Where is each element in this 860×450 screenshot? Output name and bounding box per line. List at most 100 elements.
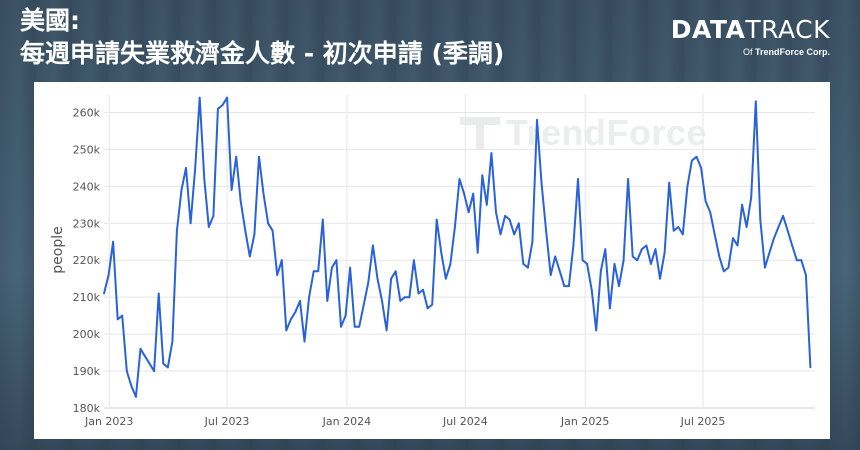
data-point xyxy=(221,104,224,106)
y-tick-label: 240k xyxy=(73,180,101,193)
data-point xyxy=(125,370,128,372)
logo-bold-text: DATA xyxy=(670,15,746,44)
data-point xyxy=(367,281,370,284)
data-point xyxy=(659,277,661,280)
line-chart: 180k 190k 200k 210k 220k 230k 240k 250k 260k Jan… xyxy=(50,94,815,428)
data-point xyxy=(226,96,229,99)
data-point xyxy=(572,244,575,247)
logo-light-text: TRACK xyxy=(745,15,830,44)
data-point xyxy=(271,229,274,232)
data-point xyxy=(135,396,137,398)
data-point xyxy=(403,296,406,299)
data-point xyxy=(176,229,178,232)
data-point xyxy=(554,255,557,258)
data-point xyxy=(727,266,730,269)
y-tick-label: 250k xyxy=(73,143,101,156)
data-point xyxy=(645,244,648,247)
data-point xyxy=(531,240,534,243)
datatrack-logo: DATATRACK Of TrendForce Corp. xyxy=(670,15,830,58)
data-point xyxy=(563,285,566,287)
data-point xyxy=(786,229,789,232)
data-point xyxy=(413,259,415,262)
data-point xyxy=(627,178,629,180)
data-point xyxy=(258,155,260,158)
data-point xyxy=(581,259,584,262)
data-point xyxy=(422,288,424,291)
data-point xyxy=(540,181,543,184)
data-point xyxy=(663,251,666,254)
data-point xyxy=(308,296,310,299)
x-tick-label: Jul 2023 xyxy=(204,415,250,428)
data-point xyxy=(472,192,475,195)
data-point xyxy=(736,244,739,247)
data-point xyxy=(485,203,488,206)
x-tick-label: Jul 2024 xyxy=(442,415,488,428)
x-tick-label: Jan 2023 xyxy=(84,415,133,428)
data-point xyxy=(103,292,105,295)
x-axis-ticks: Jan 2023 Jul 2023 Jan 2024 Jul 2024 Jan 2025… xyxy=(84,415,725,428)
data-point xyxy=(586,263,588,265)
data-point xyxy=(454,226,456,228)
data-point xyxy=(777,226,780,228)
data-point xyxy=(722,270,725,273)
data-point xyxy=(376,277,379,280)
data-point xyxy=(285,329,288,332)
data-point xyxy=(358,325,361,328)
data-point xyxy=(558,270,561,273)
data-points xyxy=(103,96,812,398)
x-tick-label: Jan 2025 xyxy=(560,415,609,428)
data-point xyxy=(207,226,210,228)
data-point xyxy=(385,329,388,332)
data-point xyxy=(166,366,169,369)
data-point xyxy=(130,384,133,387)
data-point xyxy=(189,222,192,225)
data-point xyxy=(162,362,165,365)
data-point xyxy=(198,96,201,99)
data-point xyxy=(709,211,712,214)
data-point xyxy=(340,325,342,328)
data-point xyxy=(650,263,652,265)
data-point xyxy=(157,292,160,295)
data-point xyxy=(362,303,365,306)
data-point xyxy=(609,307,611,310)
data-point xyxy=(745,226,748,228)
data-point xyxy=(276,274,279,276)
data-point xyxy=(217,107,219,110)
y-tick-label: 190k xyxy=(73,365,101,378)
data-point xyxy=(112,240,114,243)
data-point xyxy=(741,203,743,206)
data-point xyxy=(732,237,734,240)
data-point xyxy=(417,292,420,295)
y-tick-label: 210k xyxy=(73,291,101,304)
data-point xyxy=(394,270,397,273)
data-point xyxy=(253,233,256,236)
data-point xyxy=(672,229,675,232)
data-point xyxy=(148,362,151,365)
data-point xyxy=(800,259,803,262)
data-point xyxy=(568,285,570,287)
data-point xyxy=(353,325,356,328)
data-point xyxy=(344,314,347,317)
data-point xyxy=(677,226,680,228)
data-point xyxy=(280,259,283,262)
data-point xyxy=(490,152,493,154)
data-point xyxy=(390,277,392,280)
data-point xyxy=(536,119,538,121)
data-point xyxy=(654,248,657,251)
data-point xyxy=(522,263,525,265)
data-point xyxy=(244,229,247,232)
data-point xyxy=(290,318,292,321)
data-point xyxy=(235,155,238,158)
data-point xyxy=(139,348,142,350)
y-tick-label: 200k xyxy=(73,328,101,341)
data-point xyxy=(262,192,265,195)
data-point xyxy=(668,181,671,184)
data-point xyxy=(476,251,479,254)
data-point xyxy=(349,266,351,269)
data-point xyxy=(372,244,374,247)
data-point xyxy=(248,255,251,258)
data-point xyxy=(504,215,506,217)
data-point xyxy=(640,248,643,251)
data-point xyxy=(463,192,465,195)
data-point xyxy=(517,222,520,225)
